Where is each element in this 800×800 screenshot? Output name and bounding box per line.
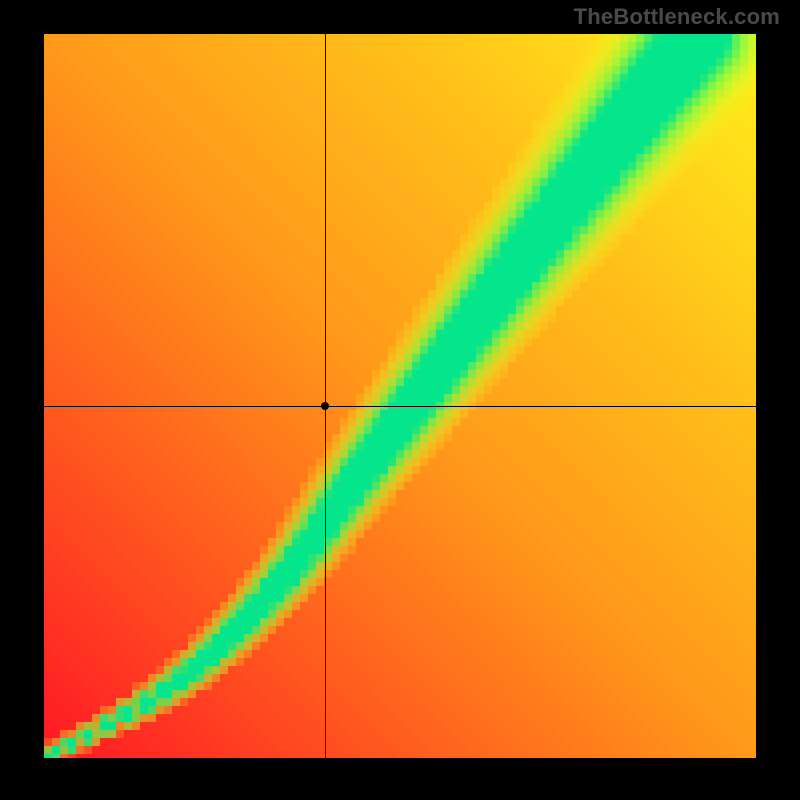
crosshair-point — [321, 402, 329, 410]
watermark-text: TheBottleneck.com — [574, 4, 780, 30]
chart-root: TheBottleneck.com — [0, 0, 800, 800]
crosshair-vertical — [325, 34, 326, 758]
crosshair-horizontal — [44, 406, 756, 407]
bottleneck-heatmap — [44, 34, 756, 758]
